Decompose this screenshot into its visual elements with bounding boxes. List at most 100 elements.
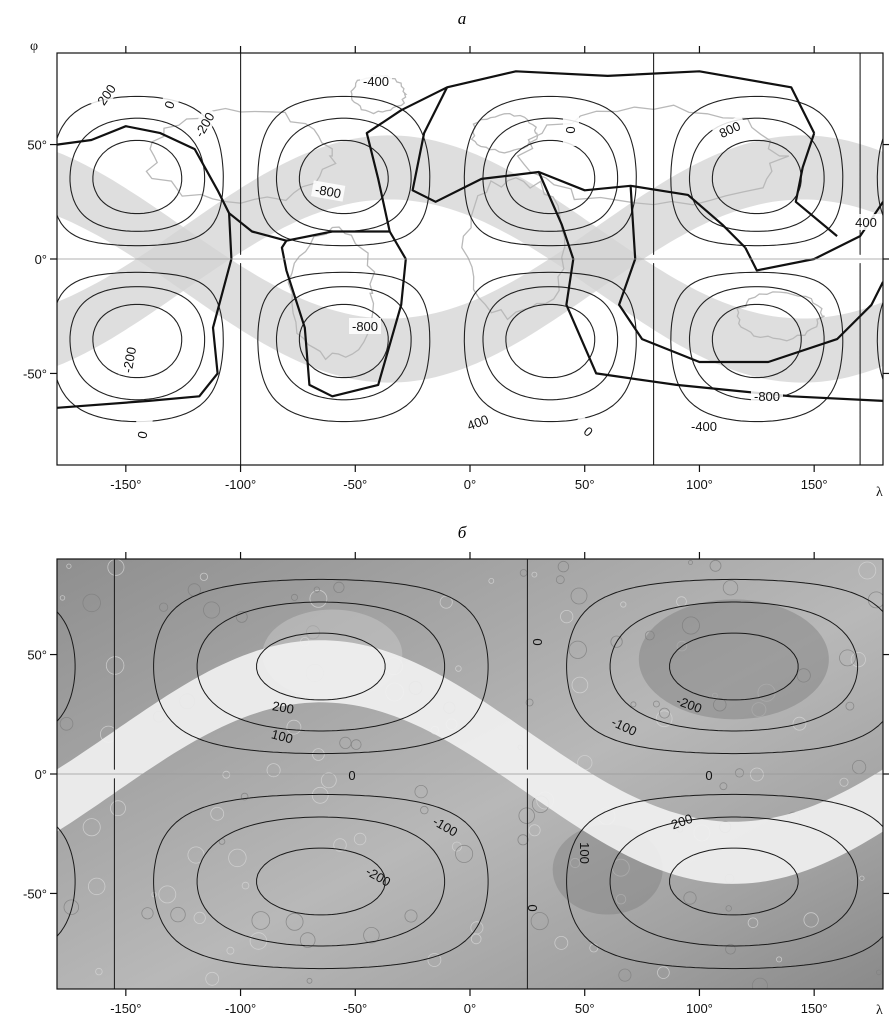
panel-a: а -150° -100° -50° 0° 50° 100° 150° 50°0°-50° … xyxy=(23,9,889,500)
panel-b-crater xyxy=(653,700,660,708)
panel-b-crater xyxy=(313,586,320,593)
panel-b-crater xyxy=(251,911,271,930)
panel-b-crater xyxy=(488,578,495,584)
panel-a-coastline xyxy=(461,177,566,321)
panel-b-crater xyxy=(285,912,304,931)
panel-a-contour-label-bg xyxy=(563,114,579,146)
panel-b-crater xyxy=(306,977,313,984)
panel-b-crater xyxy=(455,665,462,672)
panel-b-crater xyxy=(751,702,767,717)
panel-b-crater xyxy=(187,846,205,864)
panel-b-crater xyxy=(751,977,768,989)
panel-b-crater xyxy=(569,857,581,869)
panel-b-crater xyxy=(859,875,865,881)
panel-b-crater xyxy=(655,710,673,727)
panel-b-crater xyxy=(850,651,866,668)
panel-b-crater xyxy=(312,748,325,761)
panel-b-crater xyxy=(82,593,101,613)
panel-b-contour-level xyxy=(57,578,883,970)
panel-b-crater xyxy=(141,907,154,920)
panel-a-contour-label-bg xyxy=(459,409,496,436)
panel-b-crater xyxy=(712,692,718,699)
panel-b-crater xyxy=(688,560,693,565)
panel-a-plate-boundary xyxy=(794,132,838,237)
panel-b-crater xyxy=(681,616,700,635)
panel-b-crater xyxy=(66,563,72,569)
panel-b-contour-label: 0 xyxy=(348,768,355,783)
panel-a-y-tick-label: 0° xyxy=(35,252,47,267)
panel-a-contour-label-bg xyxy=(571,414,607,448)
panel-b-contour-label: 0 xyxy=(525,904,540,911)
panel-b-crater xyxy=(568,640,587,659)
panel-b-crater xyxy=(363,927,380,944)
panel-b-crater xyxy=(750,767,764,782)
panel-b-x-tick-label: 50° xyxy=(575,1001,595,1016)
panel-a-contour-label: 400 xyxy=(465,412,491,434)
panel-b-y-tick-labels: 50° 0° -50° xyxy=(23,648,47,902)
panel-b-crater xyxy=(350,739,362,750)
panel-b-contour-level xyxy=(196,601,859,947)
panel-b-contour-label: 0 xyxy=(705,768,712,783)
panel-b-x-tick-label: -150° xyxy=(110,1001,141,1016)
panel-b-crater xyxy=(615,894,627,905)
panel-b-crater xyxy=(241,881,250,890)
panel-b-crater xyxy=(290,593,298,601)
panel-b-crater xyxy=(59,595,66,601)
panel-a-x-tick-label: 0° xyxy=(464,477,476,492)
panel-a-y-tick-label: 50° xyxy=(27,138,47,153)
panel-b-dark-basin xyxy=(638,599,829,720)
panel-b-crater xyxy=(531,571,538,578)
panel-b-crater xyxy=(530,912,549,931)
panel-b-crater xyxy=(82,818,101,837)
panel-a-coastline xyxy=(470,112,539,154)
panel-b-crater xyxy=(676,640,688,652)
panel-a-contour-label-bg xyxy=(850,214,882,230)
panel-a-x-tick-labels: -150° -100° -50° 0° 50° 100° 150° xyxy=(110,477,827,492)
panel-a-contour-label: -800 xyxy=(314,182,342,201)
panel-b-crater xyxy=(722,580,739,596)
panel-a-contour-label-bg xyxy=(349,318,381,334)
panel-a-contour-level xyxy=(240,53,861,465)
panel-b-shaded-band xyxy=(57,640,883,884)
panel-b-crater xyxy=(734,768,745,778)
panel-b-contour-label: 200 xyxy=(669,811,695,833)
panel-a-contour-label: -400 xyxy=(363,74,389,89)
panel-a-x-tick-label: -150° xyxy=(110,477,141,492)
panel-b-crater xyxy=(193,911,206,925)
panel-b-crater xyxy=(525,698,534,707)
panel-b-crater xyxy=(517,834,529,846)
panel-b-x-tick-label: 150° xyxy=(801,1001,828,1016)
panel-a-plate-boundary xyxy=(618,185,883,364)
panel-b-x-tick-labels: -150° -100° -50° 0° 50° 100° 150° xyxy=(110,1001,827,1016)
panel-b-crater xyxy=(235,611,248,623)
panel-a-contour-label-bg xyxy=(711,115,748,144)
panel-b-crater xyxy=(170,906,186,923)
panel-b: б -150° -100° -50° 0° 50° 100° 150° 50°0°-50° … xyxy=(23,523,889,1018)
panel-b-crater xyxy=(845,701,855,711)
panel-b-crater xyxy=(554,936,569,950)
panel-a-contour-label-bg xyxy=(189,106,220,143)
panel-a-x-axis-symbol: λ xyxy=(876,485,883,500)
panel-a-coastline xyxy=(287,226,376,361)
panel-b-crater xyxy=(205,971,220,986)
panel-b-crater xyxy=(309,589,328,608)
panel-b-crater xyxy=(644,630,655,641)
panel-b-y-tick-label: -50° xyxy=(23,886,47,901)
panel-b-crater xyxy=(876,969,882,976)
panel-a-plate-boundary xyxy=(280,230,407,398)
panel-b-contour-label: 200 xyxy=(271,698,295,717)
panel-b-crater xyxy=(560,609,574,624)
panel-b-crater xyxy=(557,560,570,573)
panel-b-crater xyxy=(657,966,670,979)
panel-b-crater xyxy=(528,824,541,837)
panel-a-contour-label: 0 xyxy=(161,99,178,111)
panel-b-crater xyxy=(305,625,320,640)
panel-a-contour-label: 400 xyxy=(855,215,877,230)
panel-b-crater xyxy=(610,635,623,648)
panel-a-contour-label: -200 xyxy=(120,346,139,374)
panel-b-crater xyxy=(470,921,484,935)
panel-a-letter: а xyxy=(458,9,467,28)
panel-a-contour-label: -400 xyxy=(691,419,717,434)
panel-b-crater xyxy=(451,841,462,852)
panel-b-crater xyxy=(240,792,249,801)
